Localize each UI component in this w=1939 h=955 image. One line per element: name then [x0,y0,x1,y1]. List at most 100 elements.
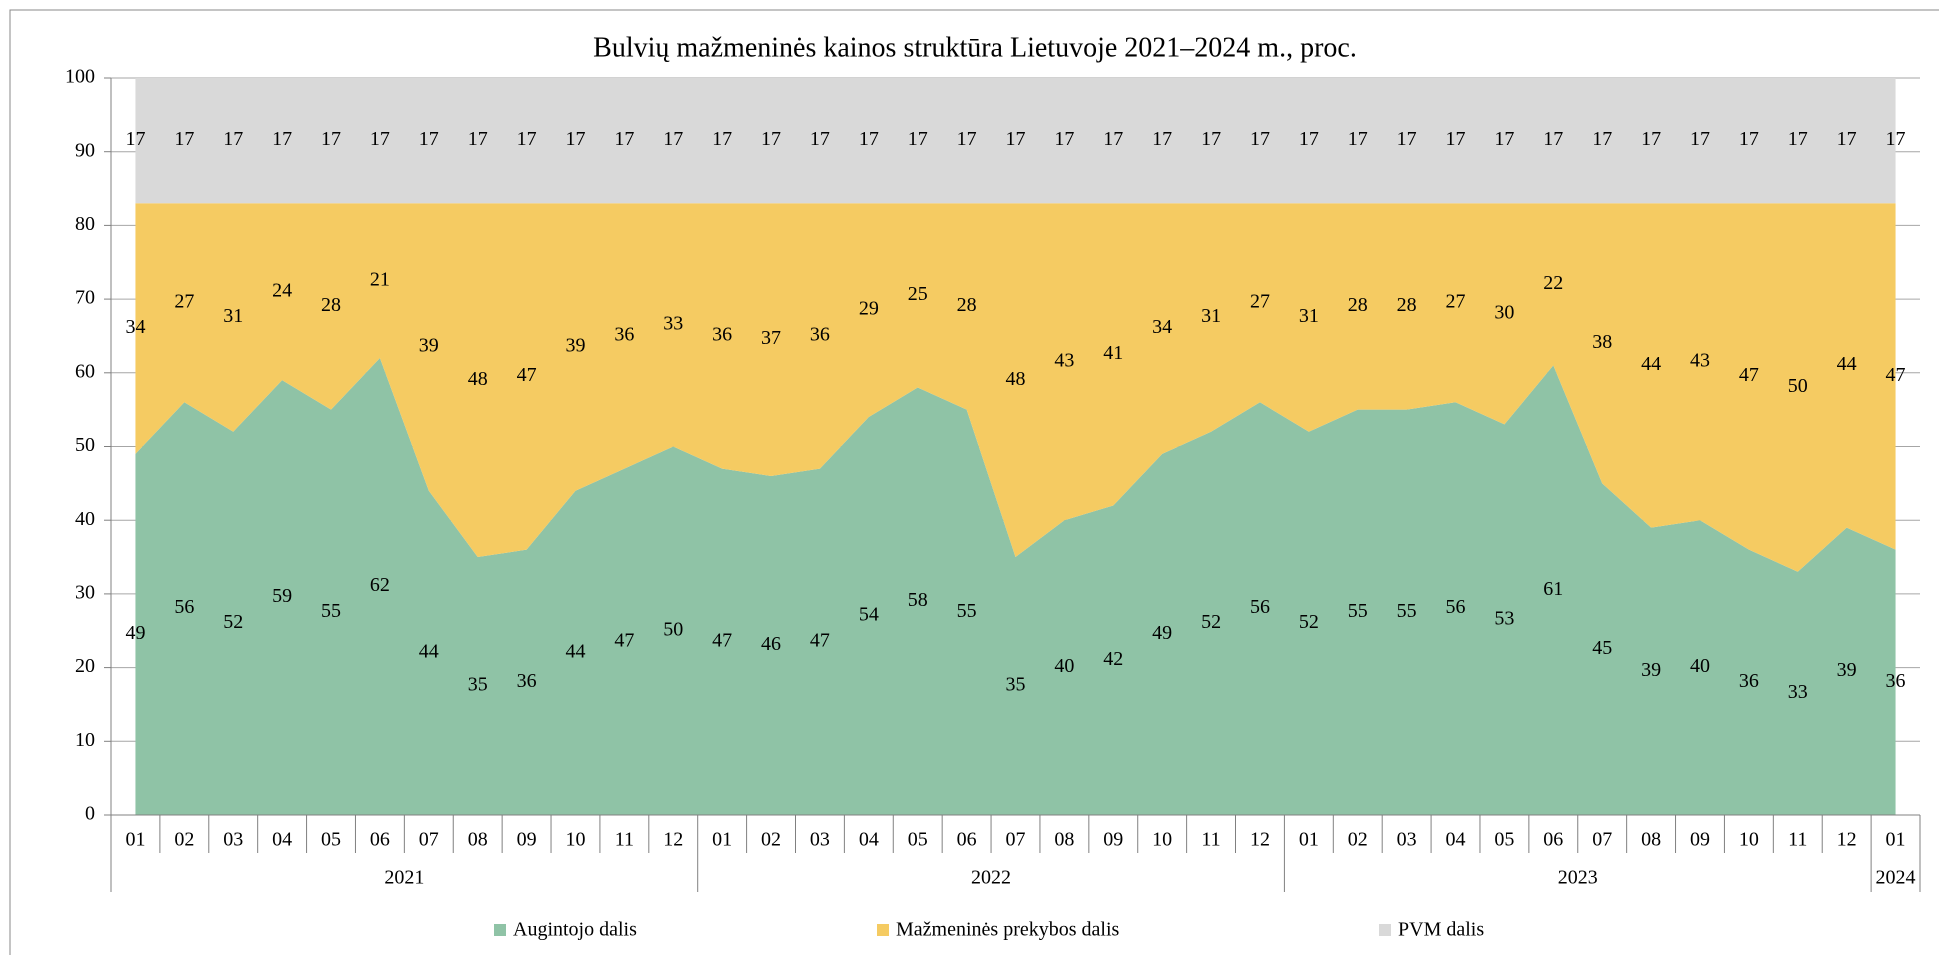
data-label: 31 [1299,305,1319,327]
data-label: 39 [419,335,439,357]
data-label: 61 [1543,578,1563,600]
data-label: 17 [1397,128,1417,150]
area [135,358,1896,815]
x-tick-label: 01 [1886,829,1906,851]
data-label: 52 [1201,611,1221,633]
data-label: 52 [223,611,243,633]
x-tick-label: 09 [1103,829,1123,851]
data-label: 25 [908,283,928,305]
x-group-label: 2023 [1558,867,1598,889]
x-tick-label: 02 [174,829,194,851]
legend-swatch [1379,924,1391,936]
data-label: 17 [125,128,145,150]
data-label: 17 [1348,128,1368,150]
data-label: 17 [1788,128,1808,150]
data-label: 36 [614,324,634,346]
data-label: 17 [419,128,439,150]
data-label: 17 [468,128,488,150]
x-tick-label: 01 [1299,829,1319,851]
data-label: 17 [908,128,928,150]
data-label: 36 [517,670,537,692]
chart-title: Bulvių mažmeninės kainos struktūra Lietu… [593,32,1357,63]
data-label: 41 [1103,342,1123,364]
data-label: 47 [517,364,537,386]
area [135,203,1896,572]
data-label: 50 [663,618,683,640]
x-tick-label: 01 [125,829,145,851]
data-label: 45 [1592,637,1612,659]
data-label: 17 [810,128,830,150]
legend-swatch [494,924,506,936]
data-label: 17 [1103,128,1123,150]
data-label: 52 [1299,611,1319,633]
data-label: 17 [1886,128,1906,150]
x-tick-label: 07 [419,829,439,851]
data-label: 49 [125,622,145,644]
data-label: 33 [1788,681,1808,703]
data-label: 59 [272,585,292,607]
legend-swatch [877,924,889,936]
y-tick-label: 60 [75,360,95,382]
x-tick-label: 09 [517,829,537,851]
data-label: 33 [663,312,683,334]
y-tick-label: 10 [75,729,95,751]
data-label: 46 [761,633,781,655]
x-tick-label: 09 [1690,829,1710,851]
data-label: 17 [859,128,879,150]
data-label: 49 [1152,622,1172,644]
x-tick-label: 05 [1494,829,1514,851]
x-tick-label: 06 [1543,829,1563,851]
data-label: 17 [223,128,243,150]
x-tick-label: 01 [712,829,732,851]
x-tick-label: 03 [810,829,830,851]
data-label: 17 [663,128,683,150]
y-tick-label: 0 [85,803,95,825]
data-label: 27 [1446,290,1466,312]
data-label: 17 [957,128,977,150]
data-label: 17 [712,128,732,150]
x-tick-label: 12 [1250,829,1270,851]
data-label: 48 [468,368,488,390]
data-label: 35 [1006,674,1026,696]
data-label: 27 [1250,290,1270,312]
x-tick-label: 10 [1739,829,1759,851]
data-label: 17 [272,128,292,150]
legend-label: Augintojo dalis [513,919,637,941]
data-label: 53 [1494,607,1514,629]
data-label: 17 [1054,128,1074,150]
data-label: 47 [810,629,830,651]
x-group-label: 2022 [971,867,1011,889]
data-label: 39 [1641,659,1661,681]
data-label: 50 [1788,375,1808,397]
data-label: 44 [1837,353,1857,375]
x-tick-label: 12 [1837,829,1857,851]
x-tick-label: 02 [761,829,781,851]
legend-label: Mažmeninės prekybos dalis [896,919,1119,941]
y-tick-label: 100 [65,66,95,88]
data-label: 43 [1690,349,1710,371]
data-label: 17 [1690,128,1710,150]
data-label: 17 [1201,128,1221,150]
x-tick-label: 10 [565,829,585,851]
y-tick-label: 50 [75,434,95,456]
data-label: 17 [1494,128,1514,150]
data-label: 17 [1592,128,1612,150]
data-label: 17 [517,128,537,150]
data-label: 44 [1641,353,1661,375]
data-label: 17 [174,128,194,150]
data-label: 55 [321,600,341,622]
data-label: 17 [1739,128,1759,150]
x-group-label: 2021 [384,867,424,889]
data-label: 42 [1103,648,1123,670]
data-label: 56 [1250,596,1270,618]
x-tick-label: 08 [468,829,488,851]
data-label: 34 [125,316,145,338]
data-label: 17 [1250,128,1270,150]
data-label: 29 [859,298,879,320]
data-label: 30 [1494,301,1514,323]
data-label: 56 [1446,596,1466,618]
data-label: 58 [908,589,928,611]
x-tick-label: 03 [223,829,243,851]
data-label: 17 [1837,128,1857,150]
